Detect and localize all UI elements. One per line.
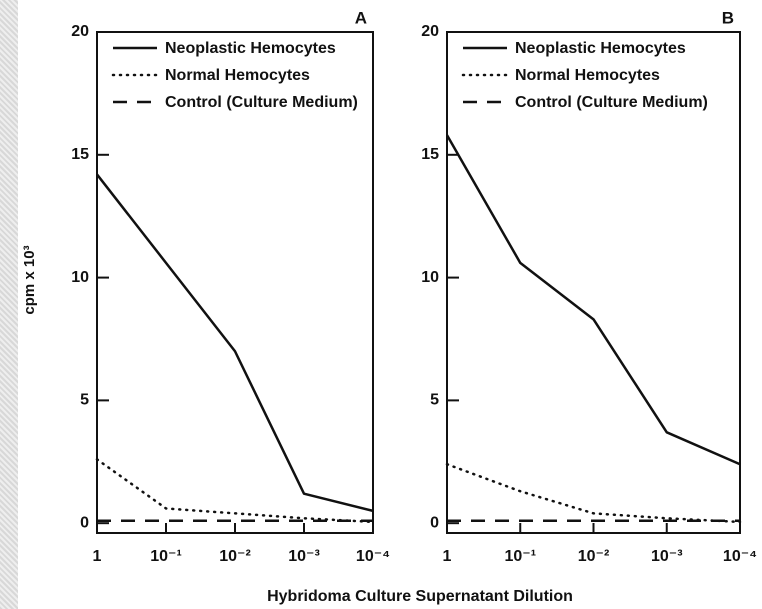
y-tick-label: 0 bbox=[80, 514, 89, 531]
x-tick-label: 10⁻³ bbox=[651, 548, 683, 565]
series-line bbox=[95, 458, 375, 524]
x-tick-label: 10⁻³ bbox=[288, 548, 320, 565]
x-axis-label: Hybridoma Culture Supernatant Dilution bbox=[267, 588, 573, 605]
legend-label: Control (Culture Medium) bbox=[515, 94, 708, 111]
legend-swatch bbox=[461, 73, 509, 77]
series-line bbox=[445, 134, 741, 466]
x-tick-label: 10⁻² bbox=[219, 548, 251, 565]
legend-entry: Normal Hemocytes bbox=[461, 65, 720, 86]
y-tick-label: 10 bbox=[71, 269, 89, 286]
y-tick-label: 0 bbox=[430, 514, 439, 531]
y-tick-label: 5 bbox=[80, 392, 89, 409]
legend-label: Neoplastic Hemocytes bbox=[515, 40, 686, 57]
series-line bbox=[96, 173, 374, 513]
x-tick-label: 10⁻⁴ bbox=[356, 548, 390, 565]
x-tick-label: 10⁻² bbox=[578, 548, 610, 565]
legend: Neoplastic Hemocytes Normal Hemocytes Cont… bbox=[111, 38, 370, 119]
scan-edge bbox=[0, 0, 18, 609]
x-tick-label: 1 bbox=[93, 548, 102, 565]
y-tick-label: 15 bbox=[71, 146, 89, 163]
legend-swatch bbox=[113, 100, 157, 104]
y-tick-label: 5 bbox=[430, 392, 439, 409]
legend-label: Normal Hemocytes bbox=[515, 67, 660, 84]
legend-swatch bbox=[111, 73, 159, 77]
panel-title: A bbox=[355, 8, 367, 27]
legend-label: Neoplastic Hemocytes bbox=[165, 40, 336, 57]
x-tick-label: 10⁻¹ bbox=[504, 548, 536, 565]
legend-entry: Control (Culture Medium) bbox=[461, 92, 720, 113]
legend-entry: Normal Hemocytes bbox=[111, 65, 370, 86]
legend-label: Control (Culture Medium) bbox=[165, 94, 358, 111]
x-tick-label: 10⁻¹ bbox=[150, 548, 182, 565]
legend-entry: Control (Culture Medium) bbox=[111, 92, 370, 113]
legend: Neoplastic Hemocytes Normal Hemocytes Cont… bbox=[461, 38, 720, 119]
y-tick-label: 20 bbox=[71, 23, 89, 40]
series-line bbox=[445, 462, 742, 524]
legend-swatch bbox=[463, 100, 507, 104]
legend-swatch bbox=[463, 46, 507, 50]
legend-entry: Neoplastic Hemocytes bbox=[461, 38, 720, 59]
y-tick-label: 20 bbox=[421, 23, 439, 40]
legend-entry: Neoplastic Hemocytes bbox=[111, 38, 370, 59]
x-tick-label: 1 bbox=[443, 548, 452, 565]
y-tick-label: 10 bbox=[421, 269, 439, 286]
legend-swatch bbox=[113, 46, 157, 50]
panel-title: B bbox=[722, 8, 734, 27]
x-tick-label: 10⁻⁴ bbox=[723, 548, 757, 565]
y-tick-label: 15 bbox=[421, 146, 439, 163]
y-axis-label: cpm x 10³ bbox=[21, 245, 38, 314]
legend-label: Normal Hemocytes bbox=[165, 67, 310, 84]
